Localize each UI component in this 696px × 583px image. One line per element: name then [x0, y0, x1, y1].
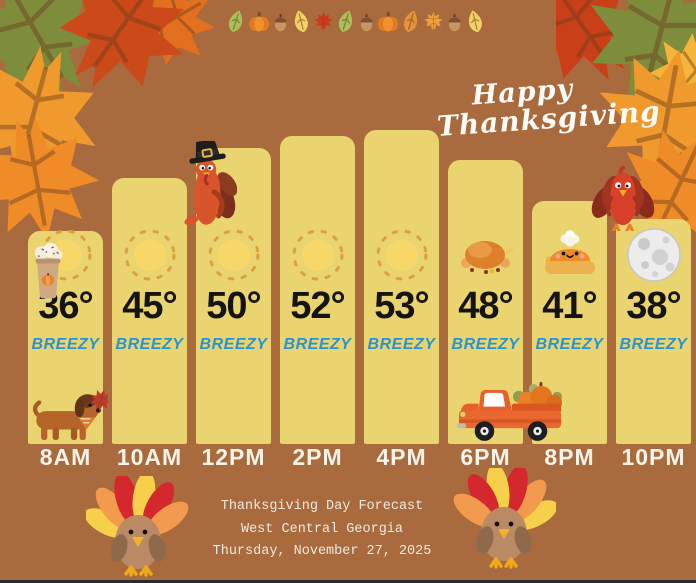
full-moon-icon	[616, 220, 691, 290]
bottom-edge-strip	[0, 580, 696, 583]
temperature-bar	[112, 178, 187, 444]
time-label: 8AM	[39, 444, 92, 470]
bottom-right-turkey-icon	[452, 468, 556, 569]
forecast-column-8am: 36° BREEZY	[28, 0, 103, 444]
temperature-value: 38°	[626, 285, 681, 327]
pumpkin-spice-latte-icon	[34, 242, 63, 299]
temperature-value: 50°	[206, 285, 261, 327]
time-label: 2PM	[292, 444, 343, 470]
bottom-left-turkey-icon	[86, 476, 190, 577]
temperature-bar	[364, 130, 439, 444]
condition-label: BREEZY	[451, 336, 520, 353]
footer-location: West Central Georgia	[240, 521, 404, 537]
forecast-column-10pm: 38° BREEZY	[616, 0, 691, 444]
time-label: 10PM	[621, 444, 686, 470]
condition-label: BREEZY	[115, 336, 184, 353]
yellow-leaf-icon	[291, 9, 311, 33]
sun-icon	[112, 220, 187, 290]
green-leaf-icon	[336, 9, 356, 33]
condition-label: BREEZY	[367, 336, 436, 353]
time-label: 6PM	[460, 444, 511, 470]
pumpkin-icon	[248, 11, 270, 32]
acorn-icon	[358, 11, 375, 32]
footer-text: Thanksgiving Day Forecast West Central G…	[122, 496, 522, 564]
green-leaf-icon	[226, 9, 246, 33]
condition-label: BREEZY	[619, 336, 688, 353]
time-label: 12PM	[201, 444, 266, 470]
temperature-value: 41°	[542, 285, 597, 327]
pumpkin-pie-icon	[532, 220, 607, 290]
sun-icon	[280, 220, 355, 290]
dachshund-dog-icon	[32, 390, 108, 441]
forecast-column-10am: 45° BREEZY	[112, 0, 187, 444]
top-icon-banner	[226, 9, 485, 33]
forecast-column-4pm: 53° BREEZY	[364, 0, 439, 444]
time-label: 4PM	[376, 444, 427, 470]
orange-leaf-icon	[401, 9, 421, 33]
temperature-bar	[280, 136, 355, 444]
condition-label: BREEZY	[535, 336, 604, 353]
roast-turkey-icon	[448, 220, 523, 290]
pumpkin-truck-icon	[457, 382, 563, 441]
time-label: 10AM	[116, 444, 183, 470]
temperature-value: 52°	[290, 285, 345, 327]
forecast-column-2pm: 52° BREEZY	[280, 0, 355, 444]
condition-label: BREEZY	[31, 336, 100, 353]
temperature-value: 48°	[458, 285, 513, 327]
forecast-column-8pm: 41° BREEZY	[532, 0, 607, 444]
pilgrim-turkey-icon	[184, 141, 237, 226]
acorn-icon	[446, 11, 463, 32]
temperature-value: 53°	[374, 285, 429, 327]
condition-label: BREEZY	[199, 336, 268, 353]
time-label-row: 8AM 10AM 12PM 2PM 4PM 6PM 8PM 10PM	[28, 444, 696, 470]
acorn-icon	[272, 11, 289, 32]
forecast-chart: 36° BREEZY 45° BREEZY 50° BREEZY 52° BREEZY 53° B…	[28, 0, 696, 444]
sun-icon	[364, 220, 439, 290]
pumpkin-icon	[377, 11, 399, 32]
perched-turkey-icon	[591, 165, 655, 231]
condition-label: BREEZY	[283, 336, 352, 353]
forecast-column-6pm: 48° BREEZY	[448, 0, 523, 444]
temperature-value: 45°	[122, 285, 177, 327]
time-label: 8PM	[544, 444, 595, 470]
footer-title: Thanksgiving Day Forecast	[220, 499, 424, 514]
sun-icon	[196, 220, 271, 290]
yellow-leaf-icon	[465, 9, 485, 33]
footer-date: Thursday, November 27, 2025	[212, 544, 432, 559]
